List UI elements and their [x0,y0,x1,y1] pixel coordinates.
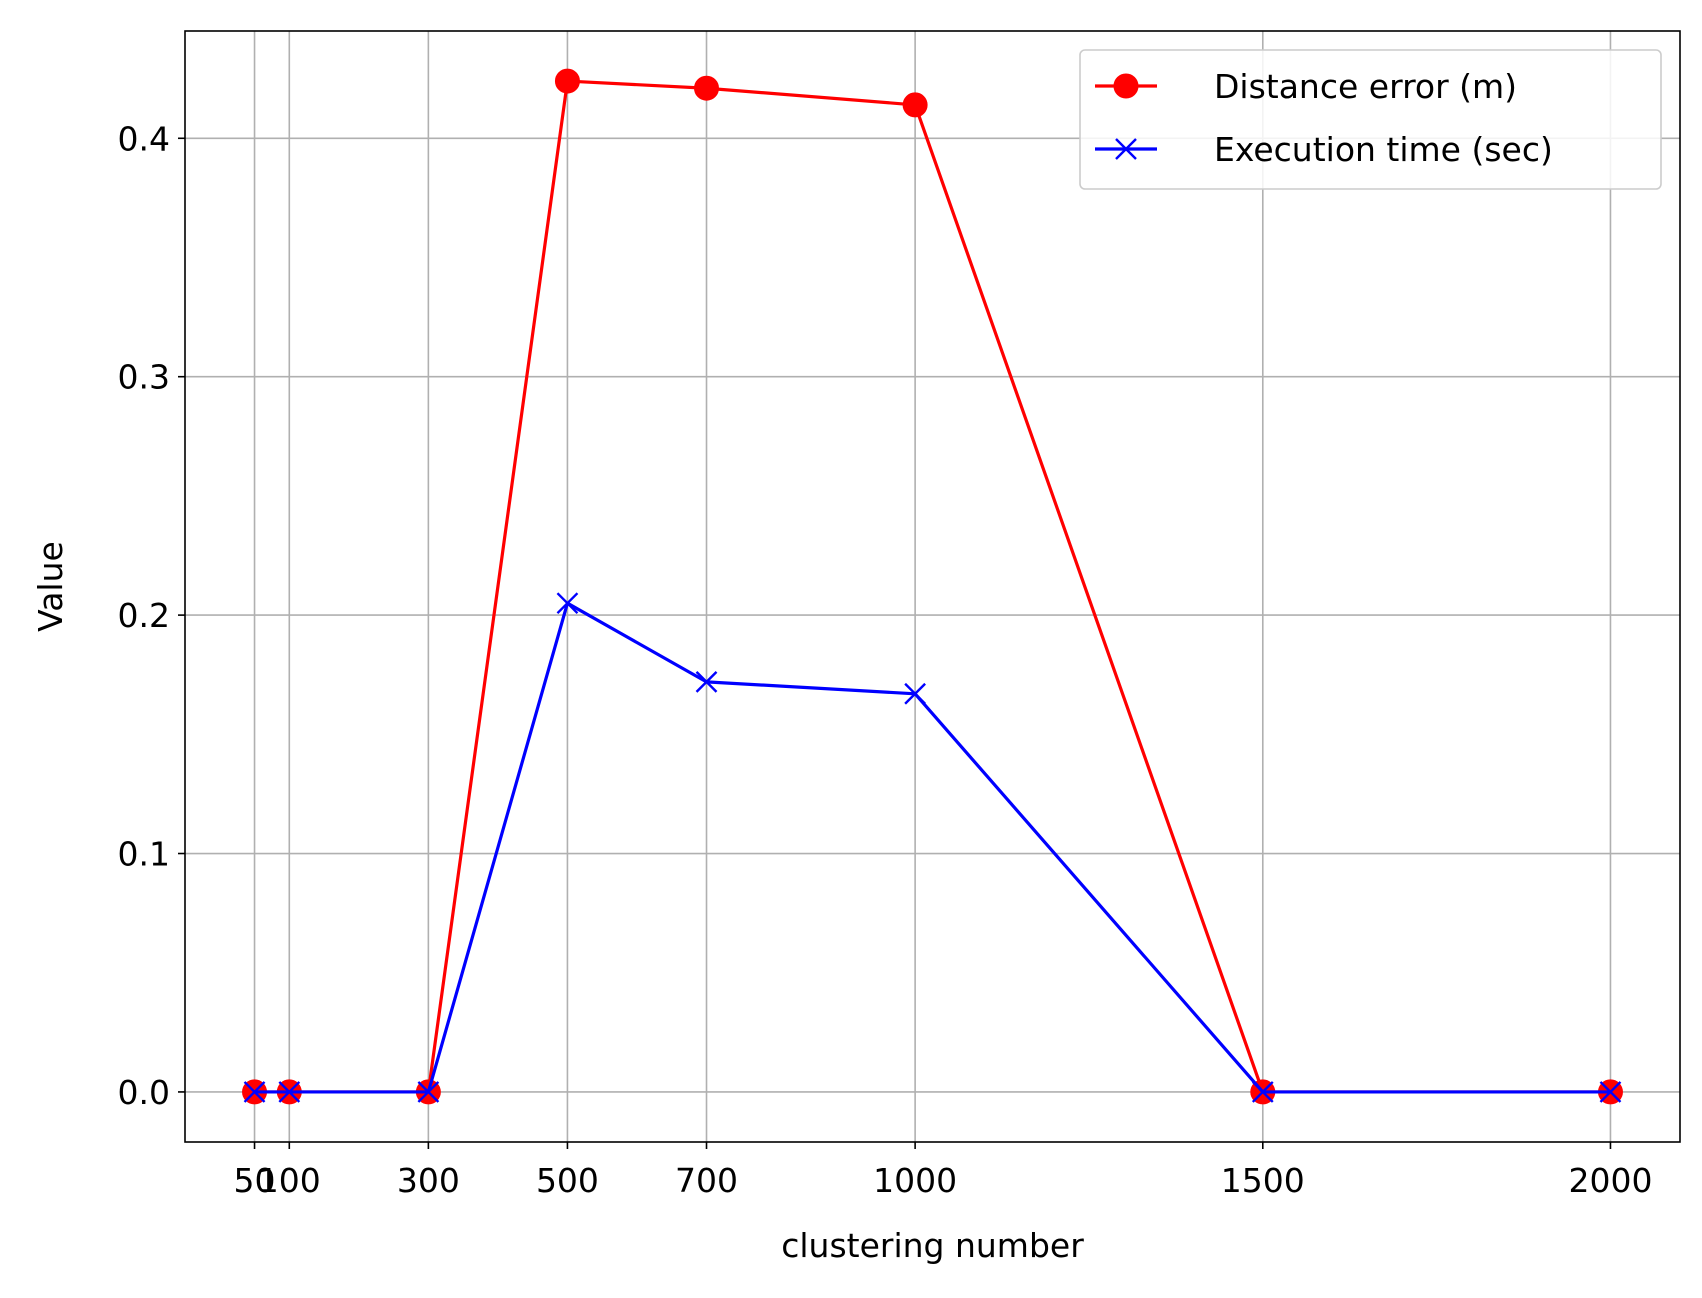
data-point-x [417,1081,440,1103]
legend-box [1079,49,1662,190]
x-axis-label: clustering number [781,1226,1084,1265]
x-tick-label: 1000 [873,1161,957,1200]
x-tick-label: 100 [258,1161,321,1200]
data-point-x [243,1081,266,1103]
x-tick-label: 1500 [1221,1161,1305,1200]
series-layer [242,68,1623,1105]
x-tick-label: 700 [675,1161,738,1200]
plot-frame [184,30,1681,1143]
marker-stroke [695,671,718,693]
y-tick-label: 0.2 [118,596,170,635]
marker-stroke [1599,1081,1622,1103]
y-tick-label: 0.4 [118,119,170,158]
data-point-circle [1113,73,1139,99]
data-point-x [1251,1081,1274,1103]
marker-stroke [278,1081,301,1103]
marker-stroke [556,592,579,615]
y-tick-label: 0.1 [118,835,170,874]
series-line [254,601,1611,1094]
x-tick-label: 300 [397,1161,460,1200]
marker-stroke [1251,1081,1274,1103]
legend-label: Distance error (m) [1214,67,1517,106]
x-tick-label: 50 [234,1161,276,1200]
marker-stroke [243,1081,266,1103]
legend-item: Distance error (m) [1095,67,1517,106]
legend-item: Execution time (sec) [1095,130,1553,169]
data-point-x [1115,138,1137,160]
y-axis-label: Value [31,541,70,632]
legend-label: Execution time (sec) [1214,130,1553,169]
series-execution-time-sec [243,592,1622,1103]
data-point-x [695,671,718,693]
marker-stroke [904,682,926,705]
data-point-x [1599,1081,1622,1103]
data-point-circle [902,92,928,118]
x-tick-label: 2000 [1568,1161,1652,1200]
data-point-x [278,1081,301,1103]
data-point-circle [694,75,720,101]
y-tick-label: 0.3 [118,358,170,397]
y-tick-label: 0.0 [118,1073,170,1112]
data-point-circle [554,68,580,94]
x-tick-label: 500 [536,1161,599,1200]
marker-stroke [417,1081,440,1103]
marker-stroke [1115,138,1137,160]
legend: Distance error (m) Execution time (sec) [1079,49,1662,190]
data-point-x [904,682,926,705]
data-point-x [556,592,579,615]
